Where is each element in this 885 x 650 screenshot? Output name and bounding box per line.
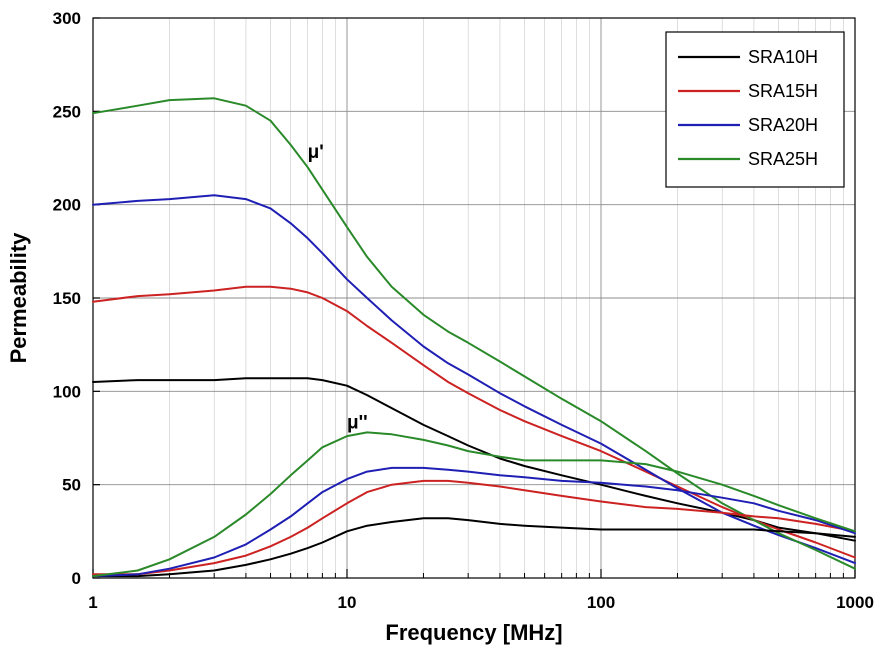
y-axis-title: Permeability [6,232,31,364]
series-line-sra20h-mu-double-prime [92,466,856,578]
tick-labels: 1 10 100 1000 0 50 100 150 200 250 300 [53,9,874,612]
annotations: μ' μ'' [308,142,368,434]
series-line-sra25h-mu-double-prime [92,431,856,578]
x-axis-title: Frequency [MHz] [385,620,562,645]
annotation-mu-double-prime: μ'' [347,413,368,434]
y-tick-label: 50 [62,476,81,495]
legend-label-sra15h: SRA15H [748,81,818,101]
x-tick-label: 10 [338,593,357,612]
y-tick-label: 100 [53,382,81,401]
series-line-sra15h-mu-double-prime [92,479,856,576]
series-line-sra15h-mu-prime [92,285,856,559]
legend-label-sra25h: SRA25H [748,149,818,169]
series-lines [92,97,856,578]
legend-label-sra20h: SRA20H [748,115,818,135]
y-tick-label: 150 [53,289,81,308]
legend: SRA10H SRA15H SRA20H SRA25H [665,31,845,188]
axis-ticks [92,17,856,579]
series-line-sra25h-mu-prime [92,97,856,570]
y-tick-label: 300 [53,9,81,28]
x-tick-label: 1000 [836,593,874,612]
series-line-sra20h-mu-prime [92,194,856,565]
legend-label-sra10h: SRA10H [748,47,818,67]
series-line-sra10h-mu-double-prime [92,517,856,578]
y-tick-label: 0 [72,569,81,588]
annotation-mu-prime: μ' [308,142,324,163]
y-tick-label: 200 [53,196,81,215]
x-tick-label: 1 [88,593,97,612]
y-tick-label: 250 [53,102,81,121]
x-tick-label: 100 [587,593,615,612]
